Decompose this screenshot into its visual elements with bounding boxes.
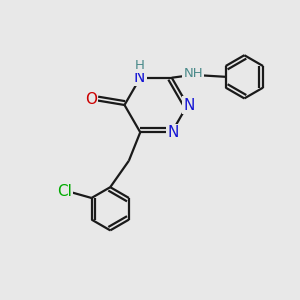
Text: Cl: Cl (57, 184, 72, 200)
Text: N: N (183, 98, 195, 112)
Text: NH: NH (184, 67, 203, 80)
Text: N: N (167, 125, 178, 140)
Text: N: N (134, 70, 145, 85)
Text: H: H (135, 58, 145, 72)
Text: O: O (85, 92, 97, 107)
